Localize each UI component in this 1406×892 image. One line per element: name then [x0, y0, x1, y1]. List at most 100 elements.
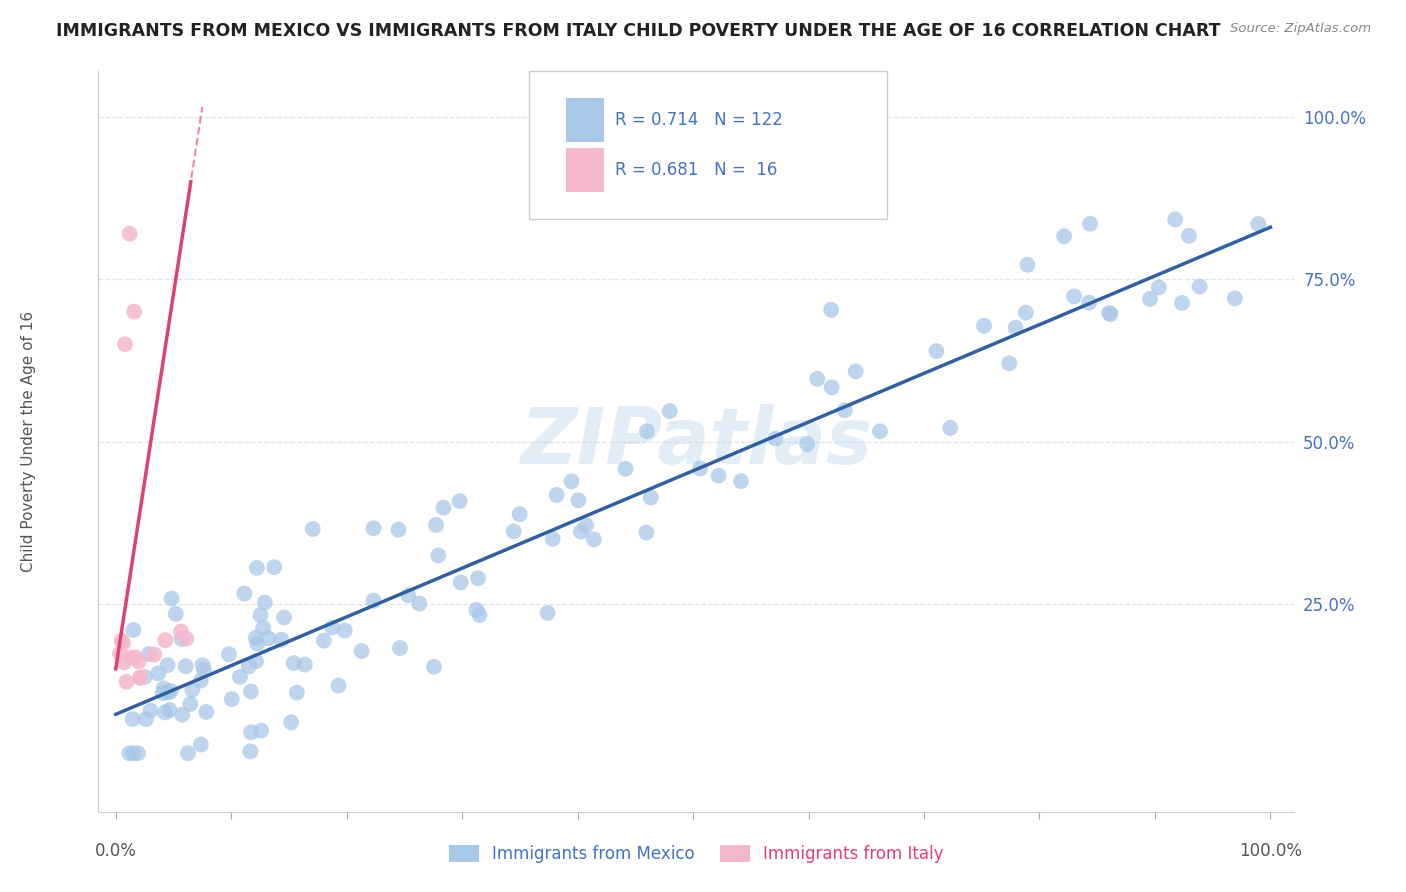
Point: [134, 670, 156, 684]
Point: [537, 606, 560, 620]
Point: [834, 403, 856, 417]
Point: [1139, 292, 1161, 306]
Point: [118, 227, 141, 241]
Point: [127, 746, 149, 760]
Point: [1098, 306, 1121, 320]
Point: [245, 631, 267, 645]
Point: [575, 518, 598, 533]
Point: [159, 703, 181, 717]
FancyBboxPatch shape: [529, 71, 887, 219]
Point: [939, 421, 962, 435]
Point: [115, 674, 138, 689]
Point: [122, 304, 145, 318]
Point: [294, 657, 316, 672]
Point: [177, 746, 200, 760]
Point: [1171, 296, 1194, 310]
Point: [301, 522, 323, 536]
Point: [636, 525, 658, 540]
Point: [128, 655, 150, 669]
Point: [468, 608, 491, 623]
Point: [253, 596, 276, 610]
Point: [174, 632, 197, 646]
Point: [181, 682, 204, 697]
Point: [179, 697, 201, 711]
Point: [245, 654, 267, 668]
Point: [333, 624, 356, 638]
Point: [541, 532, 564, 546]
Text: IMMIGRANTS FROM MEXICO VS IMMIGRANTS FROM ITALY CHILD POVERTY UNDER THE AGE OF 1: IMMIGRANTS FROM MEXICO VS IMMIGRANTS FRO…: [56, 22, 1220, 40]
Point: [135, 712, 157, 726]
Point: [160, 591, 183, 606]
Point: [614, 462, 637, 476]
Point: [450, 575, 472, 590]
Text: ZIPatlas: ZIPatlas: [520, 403, 872, 480]
Point: [582, 533, 605, 547]
Point: [239, 744, 262, 758]
Point: [118, 746, 141, 760]
Point: [567, 493, 589, 508]
Point: [152, 686, 174, 700]
Point: [363, 521, 385, 535]
Point: [193, 663, 215, 677]
Text: Source: ZipAtlas.com: Source: ZipAtlas.com: [1230, 22, 1371, 36]
Text: 100.0%: 100.0%: [1239, 842, 1302, 860]
Point: [239, 684, 262, 698]
Point: [387, 523, 409, 537]
Point: [502, 524, 524, 539]
Point: [122, 623, 145, 637]
Point: [257, 632, 280, 646]
Point: [263, 560, 285, 574]
Point: [174, 659, 197, 673]
Point: [973, 318, 995, 333]
Point: [636, 424, 658, 438]
Point: [190, 673, 212, 688]
Point: [363, 593, 385, 607]
Point: [156, 658, 179, 673]
Point: [869, 424, 891, 438]
Point: [1004, 320, 1026, 334]
Point: [283, 656, 305, 670]
Point: [1247, 217, 1270, 231]
Point: [707, 468, 730, 483]
Point: [122, 746, 145, 760]
Point: [1099, 307, 1122, 321]
Point: [121, 712, 143, 726]
Point: [509, 507, 531, 521]
Point: [432, 500, 454, 515]
Point: [112, 656, 135, 670]
Point: [806, 372, 828, 386]
Text: 0.0%: 0.0%: [94, 842, 136, 860]
Point: [1078, 217, 1101, 231]
Point: [195, 705, 218, 719]
Legend: Immigrants from Mexico, Immigrants from Italy: Immigrants from Mexico, Immigrants from …: [441, 838, 950, 870]
Point: [252, 621, 274, 635]
Point: [165, 607, 187, 621]
Point: [221, 692, 243, 706]
Point: [1164, 212, 1187, 227]
Point: [170, 624, 193, 639]
Point: [312, 633, 335, 648]
Point: [156, 685, 179, 699]
Point: [546, 488, 568, 502]
Point: [1147, 280, 1170, 294]
Point: [139, 704, 162, 718]
Point: [120, 650, 142, 665]
Point: [321, 621, 343, 635]
Point: [423, 659, 446, 673]
Point: [388, 641, 411, 656]
Point: [730, 474, 752, 488]
Point: [143, 648, 166, 662]
Point: [425, 517, 447, 532]
Point: [218, 648, 240, 662]
Text: R = 0.681   N =  16: R = 0.681 N = 16: [614, 161, 778, 178]
Point: [1015, 305, 1038, 319]
Point: [124, 650, 146, 665]
Point: [350, 644, 373, 658]
Point: [114, 337, 136, 351]
Text: R = 0.714   N = 122: R = 0.714 N = 122: [614, 112, 783, 129]
Point: [1223, 291, 1246, 305]
Point: [467, 571, 489, 585]
Point: [129, 671, 152, 685]
Point: [233, 586, 256, 600]
Point: [396, 588, 419, 602]
